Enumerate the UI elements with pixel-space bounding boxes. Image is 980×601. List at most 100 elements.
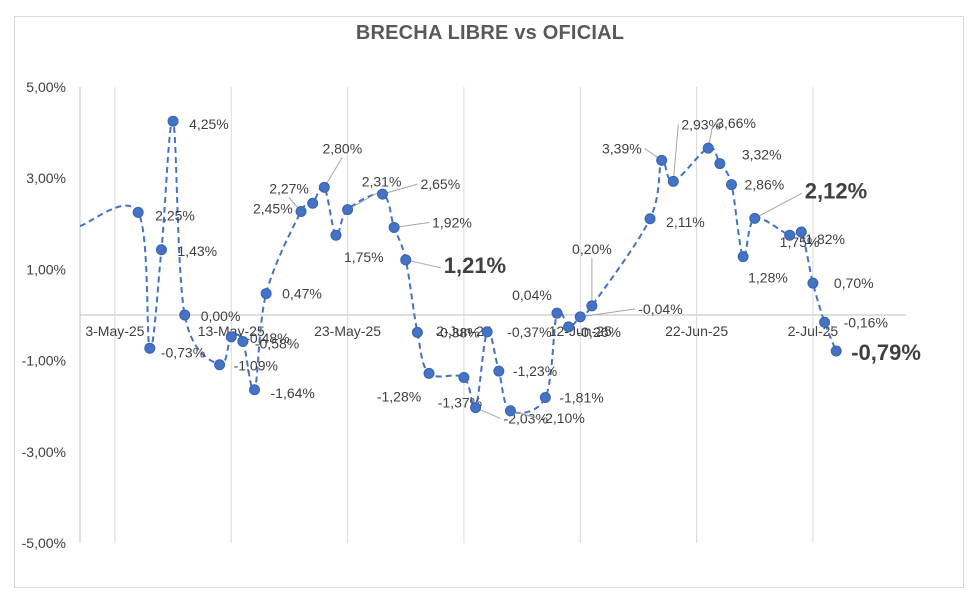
data-point <box>225 331 237 343</box>
data-point <box>586 300 598 312</box>
data-label: 3,66% <box>716 115 756 131</box>
leader-line <box>405 259 441 269</box>
data-point <box>214 359 226 371</box>
x-tick-label: 3-May-25 <box>85 323 144 339</box>
data-label: 2,86% <box>744 177 784 193</box>
data-label: -0,04% <box>638 301 682 317</box>
data-label: 2,25% <box>155 207 195 223</box>
x-tick-label: 22-Jun-25 <box>665 323 728 339</box>
data-point <box>260 288 272 300</box>
data-point <box>376 188 388 200</box>
data-point <box>249 384 261 396</box>
data-label: 2,31% <box>362 174 402 190</box>
data-point <box>470 402 482 414</box>
data-point <box>714 158 726 170</box>
data-point <box>342 204 354 216</box>
data-label: -0,37% <box>507 324 551 340</box>
y-tick-label: 1,00% <box>26 261 66 277</box>
y-tick-label: 5,00% <box>26 79 66 95</box>
data-label: 0,00% <box>201 308 241 324</box>
data-point <box>144 342 156 354</box>
data-point <box>132 206 144 218</box>
data-label: 1,28% <box>748 270 788 286</box>
data-point <box>493 365 505 377</box>
data-point <box>237 335 249 347</box>
data-point <box>795 226 807 238</box>
x-tick-label: 13-May-25 <box>198 323 265 339</box>
data-point <box>819 316 831 328</box>
series-line <box>79 119 838 414</box>
data-point <box>423 367 435 379</box>
y-tick-label: -5,00% <box>22 535 66 551</box>
data-point <box>458 371 470 383</box>
data-label: -0,26% <box>577 324 621 340</box>
data-label: 3,39% <box>602 140 642 156</box>
data-label: 3,32% <box>742 147 782 163</box>
data-label: 2,80% <box>322 140 362 156</box>
data-point <box>656 154 668 166</box>
data-label: -2,03% <box>504 411 548 427</box>
data-point <box>167 115 179 127</box>
data-point <box>411 326 423 338</box>
data-point <box>563 321 575 333</box>
chart-title: BRECHA LIBRE vs OFICIAL <box>355 22 625 44</box>
data-point <box>784 229 796 241</box>
data-label: 2,27% <box>269 180 309 196</box>
x-tick-label: 23-May-25 <box>314 323 381 339</box>
y-tick-label: -1,00% <box>22 353 66 369</box>
data-label: -1,64% <box>271 385 315 401</box>
data-point <box>481 326 493 338</box>
x-tick-label: 2-Jun-25 <box>436 323 491 339</box>
data-point <box>725 179 737 191</box>
data-label: 2,93% <box>681 116 721 132</box>
data-point <box>504 405 516 417</box>
data-point <box>295 205 307 217</box>
y-tick-label: -3,00% <box>22 444 66 460</box>
data-label: 2,65% <box>420 176 460 192</box>
data-point <box>155 244 167 256</box>
data-point <box>307 197 319 209</box>
data-label: -1,81% <box>559 390 603 406</box>
data-label: -1,28% <box>377 388 421 404</box>
data-point <box>737 251 749 263</box>
leader-line <box>382 183 418 195</box>
data-point <box>388 221 400 233</box>
leader-line <box>580 308 636 318</box>
data-point <box>830 345 842 357</box>
data-point <box>807 277 819 289</box>
data-label: 1,82% <box>805 231 845 247</box>
data-label: 0,47% <box>282 286 322 302</box>
data-label: 2,12% <box>805 178 867 203</box>
data-label: -1,23% <box>513 363 557 379</box>
data-label: -1,09% <box>234 358 278 374</box>
chart-frame <box>14 16 964 588</box>
data-point <box>318 181 330 193</box>
data-label: 1,43% <box>177 243 217 259</box>
data-label: 4,25% <box>189 116 229 132</box>
leader-line <box>754 192 802 219</box>
data-label: -0,58% <box>255 335 299 351</box>
leader-line <box>347 190 382 211</box>
leader-line <box>394 221 430 228</box>
data-label: 2,45% <box>253 200 293 216</box>
data-label: 1,75% <box>344 249 384 265</box>
data-label: 1,92% <box>432 214 472 230</box>
leader-line <box>672 124 679 182</box>
data-point <box>179 309 191 321</box>
data-point <box>644 213 656 225</box>
data-label: 1,21% <box>444 253 506 278</box>
data-label: -0,48% <box>245 330 289 346</box>
data-label: 0,70% <box>834 275 874 291</box>
data-point <box>330 229 342 241</box>
data-label: -2,10% <box>540 410 584 426</box>
data-label: -0,16% <box>844 314 888 330</box>
data-point <box>667 175 679 187</box>
data-point <box>574 311 586 323</box>
data-label: -0,38% <box>435 324 479 340</box>
data-label: 0,20% <box>572 241 612 257</box>
leader-line <box>323 157 343 188</box>
data-point <box>749 212 761 224</box>
data-label: 2,11% <box>666 214 705 230</box>
data-point <box>702 142 714 154</box>
